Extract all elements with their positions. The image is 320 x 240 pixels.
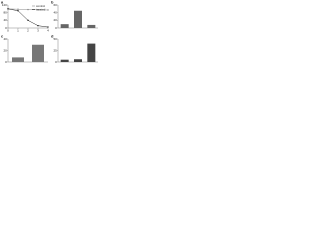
point: [37, 25, 39, 27]
panel-letter: b: [51, 0, 54, 5]
x-tick-label: 1: [17, 28, 19, 32]
bar: [60, 59, 69, 62]
y-tick-label: 40: [3, 18, 7, 22]
y-tick-label: 25: [53, 48, 57, 52]
y-tick-label: 120: [2, 3, 7, 7]
y-tick-label: 0: [5, 26, 7, 30]
y-tick-label: 50: [53, 37, 57, 41]
panel-letter: c: [1, 34, 4, 39]
y-tick-label: 0: [55, 60, 57, 64]
point: [47, 9, 49, 11]
bar: [60, 24, 69, 28]
bar: [87, 43, 96, 62]
point: [27, 19, 29, 22]
y-tick-label: 20: [53, 18, 57, 22]
series-line: [7, 8, 49, 28]
y-tick-label: 60: [53, 3, 57, 7]
y-tick-label: 40: [53, 10, 57, 14]
y-tick-label: 80: [3, 10, 7, 14]
y-tick-label: 40: [3, 37, 7, 41]
point: [7, 8, 9, 10]
point: [37, 9, 39, 11]
bar: [87, 24, 96, 28]
x-tick-label: 2: [27, 28, 29, 32]
point: [17, 8, 19, 10]
bar: [74, 10, 82, 28]
x-tick-label: 0: [7, 28, 9, 32]
y-tick-label: 20: [3, 48, 7, 52]
y-tick-label: 0: [5, 60, 7, 64]
legend-label: treated: [36, 7, 46, 11]
point: [17, 10, 19, 12]
x-tick-label: 3: [37, 28, 39, 32]
bar: [32, 44, 44, 62]
bar: [74, 59, 82, 62]
point: [47, 26, 49, 28]
point: [27, 8, 29, 11]
bar: [12, 57, 24, 62]
y-tick-label: 0: [55, 26, 57, 30]
panel-letter: a: [1, 0, 4, 5]
x-tick-label: 4: [47, 28, 49, 32]
panel-letter: d: [51, 34, 54, 39]
legend-label: control: [36, 4, 45, 8]
